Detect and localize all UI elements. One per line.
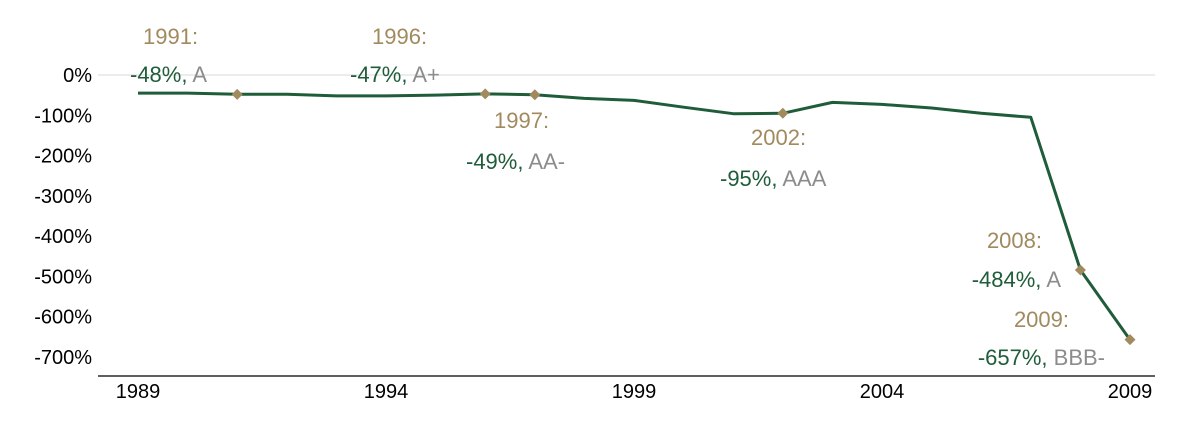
x-tick-label: 1999 xyxy=(612,381,657,403)
annotation-separator: , xyxy=(401,62,412,87)
x-axis-ticks: 1989 1994 1999 2004 2009 xyxy=(116,381,1153,403)
x-tick-label: 2009 xyxy=(1108,381,1153,403)
y-tick-label: -100% xyxy=(34,105,92,127)
annotation-year: 2002: xyxy=(751,125,806,150)
annotation-year: 2008: xyxy=(987,228,1042,253)
annotation-percent: -48% xyxy=(130,62,181,87)
annotation-value: -47%, A+ xyxy=(350,62,440,87)
annotation-separator: , xyxy=(517,149,528,174)
annotation-percent: -657% xyxy=(978,345,1042,370)
x-tick-label: 1994 xyxy=(364,381,409,403)
annotation-rating: A+ xyxy=(412,62,440,87)
annotations: 1991: -48%, A 1996: -47%, A+ 1997: -49%, AA- 2… xyxy=(130,24,1105,370)
annotation-separator: , xyxy=(771,166,782,191)
annotation-year: 1996: xyxy=(372,24,427,49)
y-tick-label: -300% xyxy=(34,186,92,208)
annotation-rating: AAA xyxy=(782,166,826,191)
annotation-value: -95%, AAA xyxy=(720,166,827,191)
annotation-rating: AA- xyxy=(528,149,565,174)
y-tick-label: -400% xyxy=(34,226,92,248)
y-axis-ticks: 0% -100% -200% -300% -400% -500% -600% -700% xyxy=(34,65,92,369)
x-tick-label: 2004 xyxy=(860,381,905,403)
annotation-percent: -484% xyxy=(972,267,1036,292)
annotation-year: 2009: xyxy=(1014,307,1069,332)
y-tick-label: -200% xyxy=(34,146,92,168)
y-tick-label: -600% xyxy=(34,307,92,329)
data-point-marker xyxy=(479,88,491,100)
annotation-value: -484%, A xyxy=(972,267,1062,292)
data-point-marker xyxy=(1074,264,1086,276)
y-tick-label: 0% xyxy=(63,65,92,87)
annotation-percent: -49% xyxy=(466,149,517,174)
y-tick-label: -700% xyxy=(34,347,92,369)
annotation-value: -49%, AA- xyxy=(466,149,565,174)
data-point-marker xyxy=(231,88,243,100)
annotation-value: -657%, BBB- xyxy=(978,345,1105,370)
annotation-value: -48%, A xyxy=(130,62,207,87)
y-tick-label: -500% xyxy=(34,266,92,288)
annotation-year: 1997: xyxy=(494,108,549,133)
annotation-rating: A xyxy=(1046,267,1061,292)
annotation-percent: -47% xyxy=(350,62,401,87)
data-markers xyxy=(231,88,1136,346)
annotation-percent: -95% xyxy=(720,166,771,191)
data-point-marker xyxy=(777,107,789,119)
annotation-rating: A xyxy=(192,62,207,87)
x-tick-label: 1989 xyxy=(116,381,161,403)
annotation-separator: , xyxy=(1041,345,1053,370)
annotation-rating: BBB- xyxy=(1054,345,1105,370)
data-point-marker xyxy=(1124,334,1136,346)
annotation-separator: , xyxy=(1035,267,1046,292)
series-line xyxy=(138,91,1132,341)
annotation-year: 1991: xyxy=(143,24,198,49)
annotation-separator: , xyxy=(181,62,192,87)
data-point-marker xyxy=(529,89,541,101)
